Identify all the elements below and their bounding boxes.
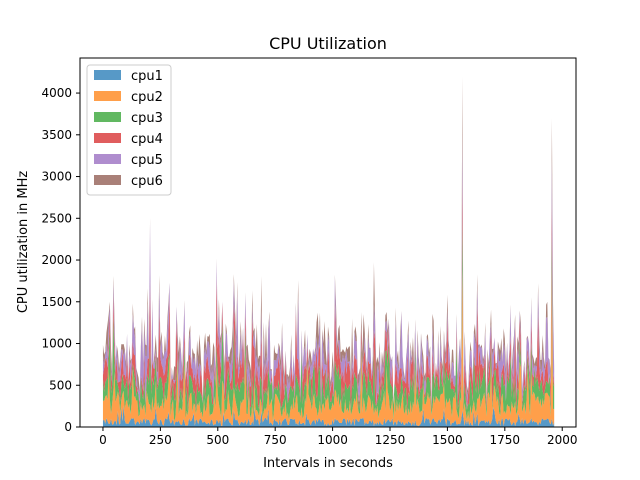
legend-label-cpu2: cpu2: [131, 90, 163, 105]
legend-swatch-cpu4: [94, 133, 121, 143]
x-tick-label: 500: [206, 433, 229, 447]
y-axis-label: CPU utilization in MHz: [16, 171, 31, 314]
y-tick-label: 4000: [41, 86, 72, 100]
y-tick-label: 3500: [41, 128, 72, 142]
legend-label-cpu4: cpu4: [131, 132, 163, 147]
legend-swatch-cpu6: [94, 175, 121, 185]
y-tick-label: 1500: [41, 295, 72, 309]
legend-swatch-cpu5: [94, 154, 121, 164]
y-tick-label: 500: [49, 378, 72, 392]
legend: cpu1 cpu2 cpu3 cpu4 cpu5 cpu6: [87, 65, 171, 195]
x-axis-label: Intervals in seconds: [263, 456, 393, 471]
chart-title: CPU Utilization: [269, 34, 387, 53]
x-tick-label: 0: [99, 433, 107, 447]
legend-swatch-cpu1: [94, 70, 121, 80]
legend-swatch-cpu2: [94, 91, 121, 101]
y-tick-label: 1000: [41, 337, 72, 351]
x-tick-label: 1500: [432, 433, 463, 447]
y-tick-label: 2500: [41, 211, 72, 225]
x-tick-label: 1250: [375, 433, 406, 447]
x-tick-label: 250: [149, 433, 172, 447]
y-tick-label: 0: [64, 420, 72, 434]
y-tick-label: 3000: [41, 170, 72, 184]
legend-label-cpu5: cpu5: [131, 153, 163, 168]
y-tick-label: 2000: [41, 253, 72, 267]
x-tick-label: 1000: [317, 433, 348, 447]
legend-label-cpu6: cpu6: [131, 174, 163, 189]
x-tick-label: 750: [264, 433, 287, 447]
cpu-utilization-chart: CPU Utilization 0 250 500 750 1000 1250 1500 17…: [0, 0, 640, 480]
x-tick-label: 1750: [490, 433, 521, 447]
legend-label-cpu3: cpu3: [131, 111, 163, 126]
legend-swatch-cpu3: [94, 112, 121, 122]
x-tick-label: 2000: [547, 433, 578, 447]
legend-label-cpu1: cpu1: [131, 69, 163, 84]
